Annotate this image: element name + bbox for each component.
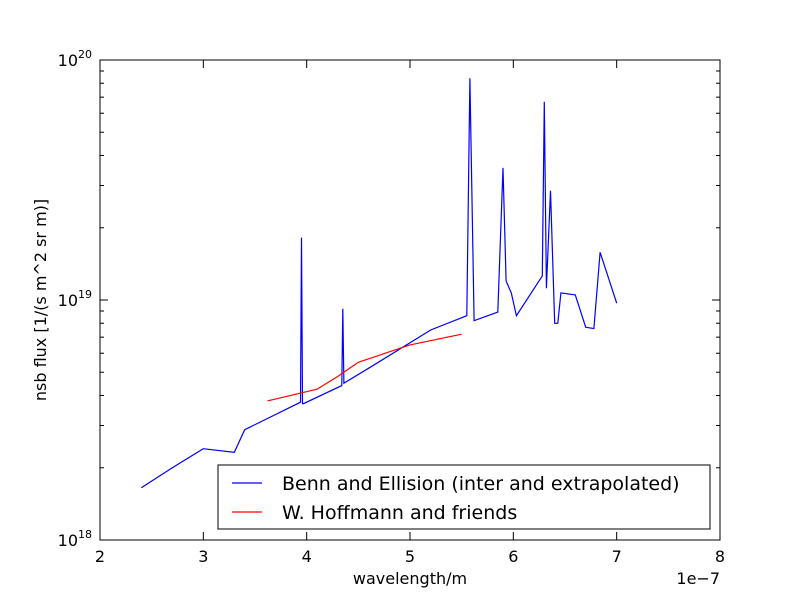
x-tick-label: 4 [302, 547, 312, 566]
x-axis-ticks [99, 60, 721, 540]
x-tick-label: 2 [95, 547, 105, 566]
x-axis-offset-label: 1e−7 [676, 569, 720, 588]
y-axis-label: nsb flux [1/(s m^2 sr m)] [31, 199, 50, 401]
y-tick-label: 1019 [58, 288, 92, 310]
y-axis-tick-labels: 1018 1019 1020 [58, 48, 92, 550]
series-line-2 [267, 333, 462, 402]
legend-label-2: W. Hoffmann and friends [282, 502, 517, 524]
series-line-1 [140, 78, 618, 489]
x-tick-label: 6 [508, 547, 518, 566]
y-tick-label: 1018 [58, 528, 92, 550]
x-axis-tick-labels: 2 3 4 5 6 7 8 [95, 547, 725, 566]
legend: Benn and Ellision (inter and extrapolate… [217, 464, 711, 530]
legend-box [217, 464, 711, 530]
legend-label-1: Benn and Ellision (inter and extrapolate… [282, 473, 680, 495]
x-axis-label: wavelength/m [353, 569, 467, 588]
y-axis-ticks [100, 59, 720, 541]
x-tick-label: 5 [405, 547, 415, 566]
x-tick-label: 8 [715, 547, 725, 566]
series-layer [140, 78, 618, 489]
x-tick-label: 7 [612, 547, 622, 566]
y-tick-label: 1020 [58, 48, 92, 70]
x-tick-label: 3 [198, 547, 208, 566]
